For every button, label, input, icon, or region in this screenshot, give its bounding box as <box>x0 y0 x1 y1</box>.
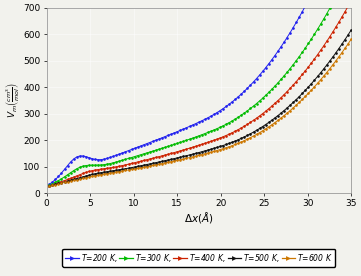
Legend: $T$=200 K,, $T$=300 K,, $T$=400 K,, $T$=500 K,, $T$=600 K: $T$=200 K,, $T$=300 K,, $T$=400 K,, $T$=… <box>62 249 335 267</box>
X-axis label: $\Delta x(\AA)$: $\Delta x(\AA)$ <box>184 210 214 225</box>
Y-axis label: $V_m\left(\frac{cm^3}{mol}\right)$: $V_m\left(\frac{cm^3}{mol}\right)$ <box>4 83 22 118</box>
